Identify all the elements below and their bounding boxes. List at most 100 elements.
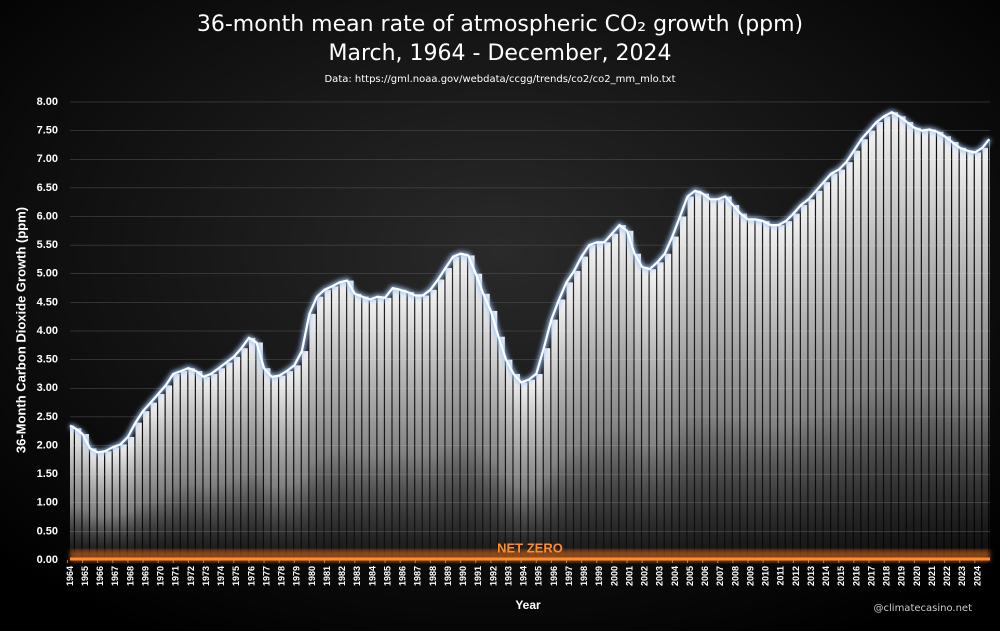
bar [241, 348, 248, 560]
x-tick-label: 1996 [549, 566, 559, 586]
y-tick-label: 6.50 [37, 182, 58, 194]
bar [853, 150, 861, 560]
x-tick-label: 1969 [140, 566, 150, 586]
bar [649, 269, 657, 560]
bar [755, 219, 762, 561]
bar [816, 190, 823, 561]
x-tick-label: 2004 [670, 566, 680, 586]
bar [490, 310, 498, 560]
x-tick-label: 2011 [776, 566, 786, 586]
y-axis-label: 36-Month Carbon Dioxide Growth (ppm) [13, 207, 28, 453]
bar [611, 233, 619, 561]
bar [506, 359, 513, 560]
bar [248, 337, 256, 560]
x-tick-label: 2002 [640, 566, 650, 586]
bar [921, 130, 929, 560]
y-tick-label: 0.50 [37, 525, 58, 537]
bar [581, 256, 589, 560]
x-tick-label: 2006 [700, 566, 710, 586]
x-tick-label: 1986 [398, 566, 408, 586]
x-tick-label: 1970 [156, 566, 166, 586]
bar [415, 295, 422, 560]
x-tick-label: 1968 [125, 566, 135, 586]
chart-title: 36-month mean rate of atmospheric CO₂ gr… [197, 12, 803, 37]
bar [906, 122, 914, 560]
bar [347, 280, 354, 560]
bar [687, 196, 694, 560]
x-tick-label: 1995 [534, 566, 544, 586]
bar [785, 221, 793, 560]
bar [135, 422, 142, 560]
bar [271, 376, 278, 560]
bar [725, 196, 732, 560]
bar [619, 225, 626, 560]
bar [959, 147, 967, 561]
bar [173, 373, 180, 560]
x-tick-label: 2007 [715, 566, 725, 586]
x-tick-label: 2003 [655, 566, 665, 586]
x-tick-label: 2018 [882, 566, 892, 586]
bar [793, 213, 800, 560]
x-tick-label: 1976 [246, 566, 256, 586]
bar [445, 268, 452, 560]
x-tick-label: 2001 [624, 566, 634, 586]
x-tick-label: 1971 [171, 566, 181, 586]
x-tick-label: 2009 [745, 566, 755, 586]
x-axis-label: Year [515, 598, 541, 612]
bar [831, 173, 838, 560]
bar [188, 368, 195, 560]
bar [354, 293, 362, 560]
bar [256, 342, 263, 560]
bar [982, 147, 989, 561]
bar [732, 205, 740, 561]
bar [551, 319, 558, 560]
bar [543, 348, 551, 560]
bar [967, 150, 974, 560]
x-tick-label: 2021 [927, 566, 937, 586]
x-tick-label: 1998 [579, 566, 589, 586]
bars [70, 112, 990, 561]
bar [112, 447, 120, 560]
x-tick-label: 2015 [836, 566, 846, 586]
bar [165, 385, 173, 560]
bar [937, 131, 944, 560]
y-tick-label: 2.00 [37, 439, 58, 451]
bar [778, 225, 785, 560]
x-tick-label: 1983 [352, 566, 362, 586]
bar [929, 129, 936, 561]
bar [846, 162, 853, 561]
trend-line [69, 111, 991, 454]
x-tick-label: 1975 [231, 566, 241, 586]
y-tick-label: 4.50 [37, 296, 58, 308]
x-tick-label: 2013 [806, 566, 816, 586]
bar [679, 216, 687, 560]
x-tick-label: 2012 [791, 566, 801, 586]
y-tick-label: 1.50 [37, 468, 58, 480]
bar [332, 286, 339, 560]
bar [324, 289, 331, 560]
x-tick-label: 1965 [80, 566, 90, 586]
source: Data: https://gml.noaa.gov/webdata/ccgg/… [324, 74, 675, 85]
bar [362, 296, 369, 560]
y-tick-label: 6.00 [37, 210, 58, 222]
bar [468, 255, 475, 560]
bar [763, 221, 770, 560]
bar [498, 336, 505, 560]
bar [385, 297, 392, 560]
bar [604, 242, 611, 560]
x-tick-label: 1993 [503, 566, 513, 586]
bar [211, 373, 218, 560]
bar [392, 288, 399, 560]
bar [483, 293, 490, 560]
x-tick-label: 1967 [110, 566, 120, 586]
y-tick-label: 2.50 [37, 411, 58, 423]
bar [558, 299, 566, 560]
x-tick-label: 1964 [65, 566, 75, 586]
bar [536, 373, 543, 560]
x-tick-label: 1979 [292, 566, 302, 586]
bar [876, 122, 883, 560]
x-tick-label: 1985 [382, 566, 392, 586]
bar [634, 253, 641, 560]
bar [566, 282, 573, 560]
bar [838, 169, 846, 560]
